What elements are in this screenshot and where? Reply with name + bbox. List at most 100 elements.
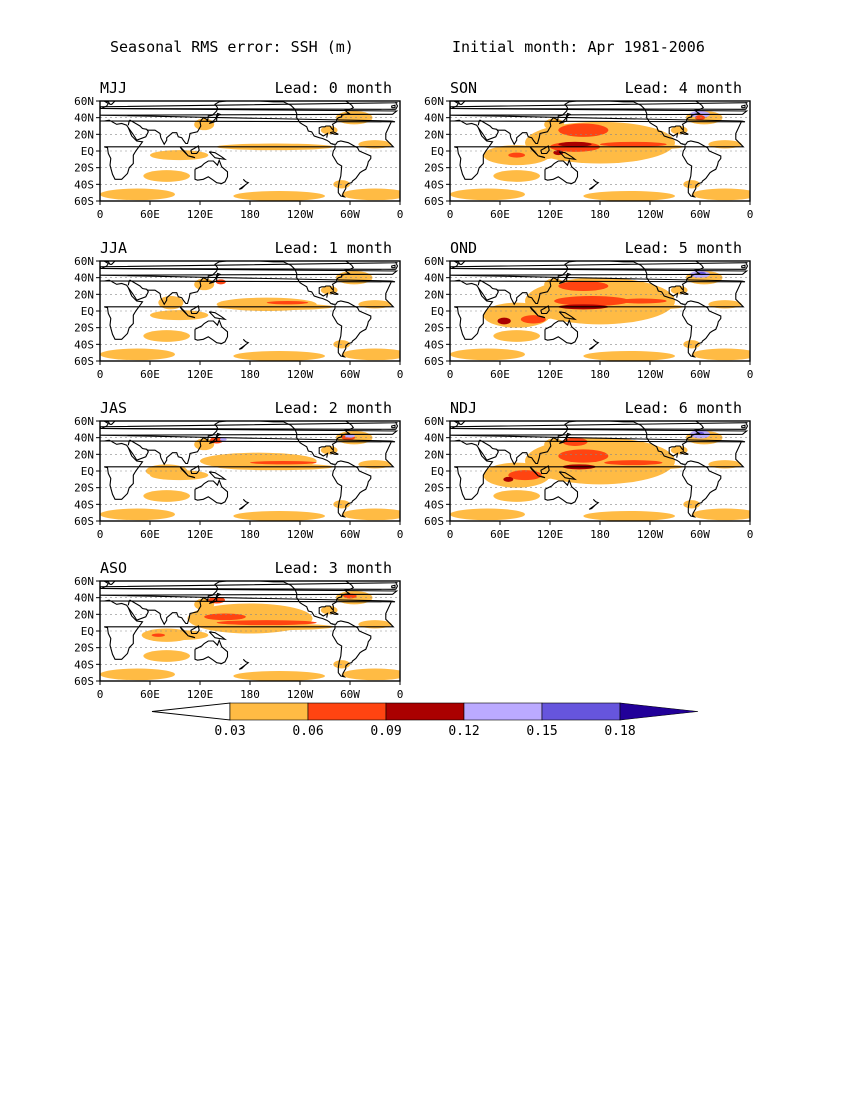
lon-tick-label: 0 xyxy=(97,688,104,701)
error-region xyxy=(558,141,592,147)
lon-tick-label: 60E xyxy=(140,368,160,381)
error-region xyxy=(143,330,191,342)
error-region xyxy=(194,118,215,131)
lat-tick-label: 60S xyxy=(74,515,94,528)
lat-tick-label: 20N xyxy=(424,288,444,301)
error-shading xyxy=(450,111,750,201)
error-region xyxy=(194,278,215,291)
coastline xyxy=(100,101,399,198)
error-region xyxy=(233,511,325,521)
lon-tick-label: 180 xyxy=(590,528,610,541)
lon-tick-label: 0 xyxy=(97,528,104,541)
panel-season-label: ASO xyxy=(100,559,127,577)
lat-tick-label: EQ xyxy=(431,305,444,318)
lat-tick-label: 40S xyxy=(74,338,94,351)
error-region xyxy=(220,437,227,442)
lon-tick-label: 60W xyxy=(340,208,360,221)
lon-tick-label: 120W xyxy=(287,688,314,701)
error-region xyxy=(583,511,676,521)
lon-tick-label: 180 xyxy=(240,368,260,381)
error-region xyxy=(691,188,750,201)
panel-season-label: OND xyxy=(450,239,477,257)
lon-tick-label: 180 xyxy=(240,528,260,541)
lon-tick-label: 60E xyxy=(140,208,160,221)
lat-tick-label: 60S xyxy=(424,355,444,368)
error-region xyxy=(497,317,511,325)
panel-season-label: SON xyxy=(450,79,477,97)
lon-tick-label: 60W xyxy=(690,368,710,381)
lon-tick-label: 120W xyxy=(637,368,664,381)
error-shading xyxy=(100,431,400,521)
lon-tick-label: 120W xyxy=(637,208,664,221)
error-region xyxy=(233,351,325,361)
lat-tick-label: 60N xyxy=(74,255,94,268)
error-region xyxy=(100,668,175,681)
error-region xyxy=(100,188,175,201)
error-region xyxy=(616,298,667,304)
lat-tick-label: 20S xyxy=(424,482,444,495)
lon-tick-label: 60W xyxy=(340,368,360,381)
lat-tick-label: 20N xyxy=(424,128,444,141)
error-shading xyxy=(450,430,750,521)
coastline xyxy=(100,261,399,358)
lon-tick-label: 60W xyxy=(340,688,360,701)
error-region xyxy=(493,330,540,342)
figure-title-right: Initial month: Apr 1981-2006 xyxy=(452,38,705,56)
error-region xyxy=(100,348,175,361)
error-region xyxy=(691,348,750,361)
lon-tick-label: 180 xyxy=(240,208,260,221)
panel-season-label: MJJ xyxy=(100,79,127,97)
error-region xyxy=(266,301,309,305)
error-region xyxy=(233,191,325,201)
error-region xyxy=(143,170,191,182)
error-region xyxy=(558,449,609,463)
lat-tick-label: 40S xyxy=(424,178,444,191)
lon-tick-label: 0 xyxy=(747,368,754,381)
panel-lead-label: Lead: 5 month xyxy=(625,239,742,257)
lon-tick-label: 60E xyxy=(140,688,160,701)
error-region xyxy=(143,490,191,502)
error-region xyxy=(493,170,540,182)
colorbar-segment xyxy=(385,702,465,721)
error-region xyxy=(558,281,609,291)
lon-tick-label: 0 xyxy=(447,528,454,541)
error-region xyxy=(233,671,325,681)
colorbar-segment xyxy=(463,702,543,721)
lat-tick-label: EQ xyxy=(81,305,94,318)
lon-tick-label: 60E xyxy=(140,528,160,541)
lat-tick-label: 20N xyxy=(74,608,94,621)
lat-tick-label: 40N xyxy=(74,272,94,285)
panel-season-label: NDJ xyxy=(450,399,477,417)
error-region xyxy=(250,461,317,465)
lat-tick-label: 40N xyxy=(424,272,444,285)
lat-tick-label: 20N xyxy=(424,448,444,461)
coastline xyxy=(100,581,399,678)
error-region xyxy=(216,297,317,312)
lat-tick-label: EQ xyxy=(81,145,94,158)
panel-lead-label: Lead: 1 month xyxy=(275,239,392,257)
colorbar-low-triangle xyxy=(151,702,231,721)
lon-tick-label: 180 xyxy=(590,368,610,381)
lat-tick-label: 60N xyxy=(424,95,444,108)
lat-tick-label: 60N xyxy=(424,415,444,428)
panel-lead-label: Lead: 2 month xyxy=(275,399,392,417)
lat-tick-label: EQ xyxy=(81,625,94,638)
coastline xyxy=(450,421,749,518)
colorbar-label: 0.15 xyxy=(526,724,557,739)
lat-tick-label: 20S xyxy=(424,322,444,335)
lat-tick-label: 60S xyxy=(74,355,94,368)
lon-tick-label: 0 xyxy=(397,368,404,381)
lat-tick-label: 60N xyxy=(74,95,94,108)
error-region xyxy=(141,628,192,642)
lat-tick-label: 40N xyxy=(74,112,94,125)
colorbar-segment xyxy=(229,702,309,721)
panel-season-label: JJA xyxy=(100,239,127,257)
lat-tick-label: 20S xyxy=(74,162,94,175)
